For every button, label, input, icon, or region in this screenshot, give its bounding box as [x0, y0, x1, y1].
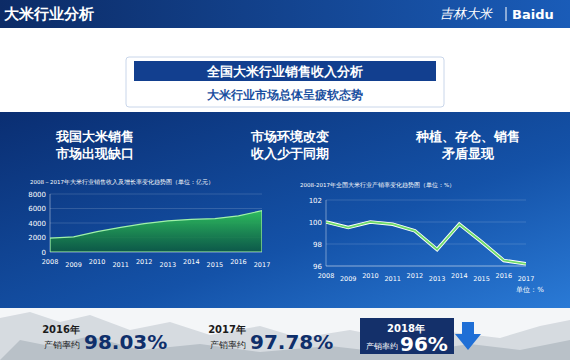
banner-frame [126, 57, 444, 107]
bottom-strip [0, 308, 570, 360]
grid-line [326, 200, 526, 201]
y-tick-label: 6000 [28, 205, 46, 213]
y-tick-label: 102 [309, 197, 322, 205]
stat-label: 产销率约 [366, 342, 398, 351]
x-tick-label: 2015 [207, 261, 224, 269]
x-tick-label: 2008 [318, 272, 335, 280]
marks [50, 211, 262, 252]
y-tick-label: 100 [309, 219, 322, 227]
y-tick-label: 2000 [28, 234, 46, 242]
logo: 吉林大米 [440, 6, 493, 21]
marks [326, 222, 526, 264]
stat-value: 96% [400, 332, 448, 356]
x-tick-label: 2008 [42, 258, 59, 266]
x-tick-label: 2011 [384, 275, 401, 283]
heading: 市场出现缺口 [55, 146, 134, 161]
header-title: 大米行业分析 [4, 5, 94, 23]
heading: 矛盾显现 [441, 146, 495, 161]
grid-line [326, 222, 526, 223]
brand: Baidu [512, 7, 554, 22]
y-tick-label: 8000 [28, 191, 46, 199]
unit-label: 单位：% [516, 286, 544, 294]
grid-line [50, 194, 262, 195]
x-tick-label: 2012 [136, 258, 153, 266]
x-tick-label: 2013 [429, 275, 446, 283]
mountains [0, 312, 570, 360]
stat-year: 2016年 [42, 324, 80, 335]
separator [506, 7, 507, 21]
header-bar [0, 0, 570, 28]
x-tick-label: 2010 [89, 258, 106, 266]
x-tick-label: 2010 [362, 272, 379, 280]
heading: 收入少于同期 [251, 146, 329, 161]
banner-box [134, 61, 436, 81]
x-tick-label: 2014 [451, 272, 468, 280]
x-tick-label: 2013 [160, 261, 177, 269]
heading: 我国大米销售 [55, 129, 134, 144]
stat-value: 97.78% [250, 330, 333, 354]
chart-title: 2008－2017年大米行业销售收入及增长率变化趋势图（单位：亿元） [30, 178, 214, 186]
heading: 市场环境改变 [250, 129, 329, 144]
x-tick-label: 2009 [340, 275, 357, 283]
chart: 2008－2017年大米行业销售收入及增长率变化趋势图（单位：亿元） 0 2000 4… [28, 178, 270, 269]
area [50, 211, 262, 252]
x-tick-label: 2011 [112, 261, 129, 269]
stat-value: 98.03% [84, 330, 167, 354]
x-tick-label: 2017 [518, 275, 535, 283]
x-axis [326, 266, 526, 267]
line [326, 222, 526, 264]
grid-line [50, 208, 262, 209]
banner-title: 全国大米行业销售收入分析 [206, 64, 363, 79]
y-axis [326, 200, 327, 266]
chart-title: 2008-2017年全国大米行业产销率变化趋势图（单位：%） [300, 181, 455, 189]
chart: 2008-2017年全国大米行业产销率变化趋势图（单位：%） 96 98 100 102… [300, 181, 544, 294]
x-tick-label: 2014 [183, 258, 200, 266]
stat-year: 2017年 [208, 324, 246, 335]
y-tick-label: 0 [42, 249, 46, 257]
grid-line [326, 266, 526, 267]
slide: 大米行业分析 吉林大米 Baidu 全国大米行业销售收入分析大米行业市场总体呈疲软态势… [0, 0, 570, 360]
line-halo [326, 222, 526, 264]
x-tick-label: 2016 [496, 272, 513, 280]
y-tick-label: 98 [313, 241, 322, 249]
banner-subtitle: 大米行业市场总体呈疲软态势 [207, 88, 363, 102]
x-tick-label: 2012 [407, 272, 424, 280]
x-tick-label: 2009 [65, 261, 82, 269]
down-arrow [455, 322, 481, 350]
x-tick-label: 2015 [473, 275, 490, 283]
x-tick-label: 2016 [230, 258, 247, 266]
stat-label: 产销率约 [210, 340, 246, 350]
grid-line [326, 244, 526, 245]
x-tick-label: 2017 [254, 261, 271, 269]
y-tick-label: 96 [313, 263, 322, 271]
y-tick-label: 4000 [28, 220, 46, 228]
heading: 种植、存仓、销售 [415, 129, 520, 144]
stat-label: 产销率约 [44, 340, 80, 350]
panel [0, 112, 570, 308]
